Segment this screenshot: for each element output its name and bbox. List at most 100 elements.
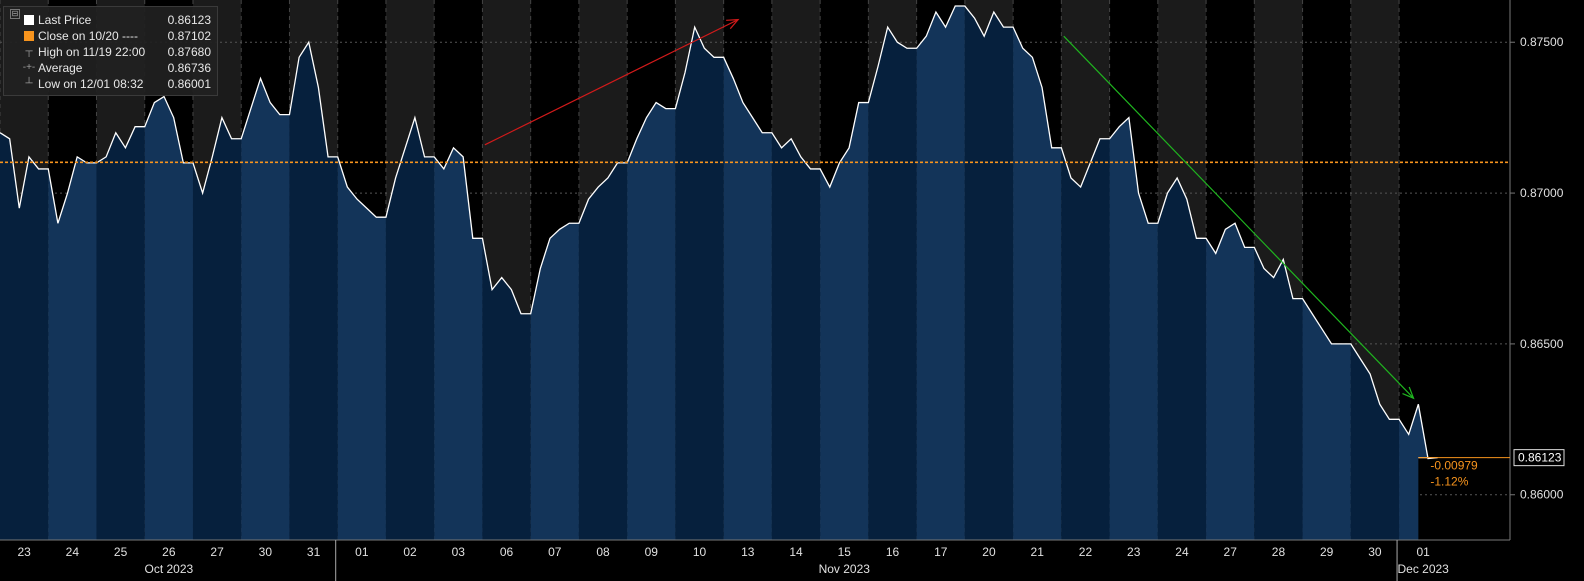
last-price-annotations: 0.86123 -0.00979 -1.12%	[1418, 449, 1565, 489]
legend-label: Low on 12/01 08:32	[38, 77, 144, 91]
price-area-segment	[1302, 298, 1351, 540]
x-tick-label: 02	[403, 545, 417, 559]
white-square-icon	[24, 15, 34, 25]
price-area-segment	[0, 132, 49, 540]
y-tick-label: 0.87500	[1520, 35, 1564, 49]
x-tick-label: 03	[452, 545, 466, 559]
orange-square-icon	[24, 31, 34, 41]
legend-label: Average	[38, 61, 83, 75]
x-tick-label: 09	[645, 545, 659, 559]
price-area-segment	[675, 27, 724, 541]
x-axis: 23 24 25 26 27 30 31 01 02 03 06 07 08 09 10 13 14 15 16 17…	[0, 539, 1510, 581]
x-tick-label: 16	[886, 545, 900, 559]
price-area-segment	[1109, 117, 1158, 541]
trend-arrows	[484, 18, 1415, 400]
downtrend-arrow	[1063, 35, 1414, 399]
price-area-segment	[868, 27, 917, 541]
x-tick-label: 24	[66, 545, 80, 559]
last-price-value: 0.86123	[1518, 451, 1562, 465]
legend-label: Last Price	[38, 13, 92, 27]
legend-collapse-icon[interactable]: ⊟	[10, 9, 20, 19]
price-area	[0, 5, 1438, 541]
y-tick-label: 0.86000	[1520, 488, 1564, 502]
legend-label: High on 11/19 22:00	[38, 45, 146, 59]
x-tick-label: 01	[1416, 545, 1430, 559]
legend-label: Close on 10/20 ----	[38, 29, 139, 43]
x-tick-label: 23	[1127, 545, 1141, 559]
price-area-segment	[627, 102, 676, 541]
price-area-segment	[1206, 223, 1255, 540]
x-tick-label: 29	[1320, 545, 1334, 559]
low-marker-icon: ┴	[25, 78, 33, 89]
price-area-segment	[916, 6, 965, 541]
legend-value: 0.86736	[167, 61, 211, 75]
x-tick-label: 27	[210, 545, 224, 559]
x-tick-label: 20	[982, 545, 996, 559]
legend-value: 0.87680	[167, 45, 211, 59]
price-area-segment	[1061, 138, 1110, 541]
x-tick-label: 30	[259, 545, 273, 559]
high-marker-icon: ┬	[25, 46, 33, 57]
legend-row-average: -+- Average 0.86736	[10, 60, 211, 76]
price-area-segment	[820, 102, 869, 541]
price-area-segment	[1350, 343, 1400, 540]
x-tick-label: 17	[934, 545, 948, 559]
pct-change-label: -1.12%	[1430, 475, 1468, 489]
price-area-segment	[96, 126, 145, 540]
price-area-segment	[385, 117, 435, 541]
price-area-segment	[1013, 27, 1062, 541]
price-area-segment	[482, 238, 531, 540]
x-tick-label: 13	[741, 545, 755, 559]
price-area-segment	[964, 6, 1014, 541]
x-tick-label: 14	[789, 545, 803, 559]
price-area-segment	[1157, 177, 1207, 540]
price-area-segment	[289, 42, 338, 540]
arrow-head	[726, 18, 740, 30]
average-marker-icon: -+-	[22, 62, 36, 73]
last-price-tag	[1513, 449, 1565, 467]
x-tick-label: 24	[1175, 545, 1189, 559]
y-tick-label: 0.86500	[1520, 337, 1564, 351]
x-tick-label: 10	[693, 545, 707, 559]
price-area-segment	[771, 132, 821, 540]
x-tick-label: 27	[1224, 545, 1238, 559]
x-tick-label: 21	[1031, 545, 1045, 559]
price-area-segment	[48, 156, 97, 540]
legend-row-low: ┴ Low on 12/01 08:32 0.86001	[10, 76, 211, 92]
legend-row-high: ┬ High on 11/19 22:00 0.87680	[10, 44, 211, 60]
x-tick-label: 06	[500, 545, 514, 559]
price-area-segment	[578, 162, 628, 540]
x-tick-label: 25	[114, 545, 128, 559]
x-tick-label: 28	[1272, 545, 1286, 559]
price-area-segment	[434, 147, 483, 540]
net-change-label: -0.00979	[1430, 459, 1478, 473]
price-area-segment	[1254, 247, 1303, 540]
y-tick-label: 0.87000	[1520, 186, 1564, 200]
price-area-segment	[723, 57, 772, 541]
x-tick-label: 15	[838, 545, 852, 559]
month-label: Nov 2023	[819, 562, 871, 576]
legend-value: 0.86001	[167, 77, 211, 91]
month-label: Oct 2023	[144, 562, 193, 576]
price-area-segment	[192, 117, 242, 541]
uptrend-arrow	[484, 19, 739, 146]
x-tick-label: 31	[307, 545, 321, 559]
legend-row-last-price: Last Price 0.86123	[10, 12, 211, 28]
price-area-segment	[530, 223, 579, 540]
arrow-head	[1402, 386, 1415, 400]
x-tick-label: 08	[596, 545, 610, 559]
legend-value: 0.86123	[167, 13, 211, 27]
y-axis: 0.86000 0.86500 0.87000 0.87500	[1509, 0, 1564, 540]
price-area-segment	[144, 96, 193, 540]
price-area-segment	[1399, 404, 1438, 540]
x-tick-label: 26	[162, 545, 176, 559]
x-tick-label: 01	[355, 545, 369, 559]
x-tick-label: 22	[1079, 545, 1093, 559]
x-tick-label: 23	[17, 545, 31, 559]
legend-row-close: Close on 10/20 ---- 0.87102	[10, 28, 211, 44]
price-area-segment	[241, 78, 290, 540]
price-area-segment	[337, 156, 386, 540]
x-tick-label: 30	[1368, 545, 1382, 559]
month-label: Dec 2023	[1397, 562, 1449, 576]
